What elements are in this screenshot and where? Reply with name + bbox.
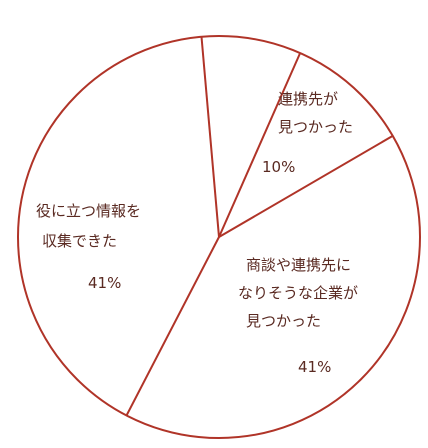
slice-3-label-line-2: 収集できた	[42, 232, 117, 250]
slice-divider-1	[218, 135, 394, 238]
slice-divider-top-right	[218, 52, 302, 238]
slice-1-label-line-2: 見つかった	[278, 118, 353, 136]
slice-3-label-line-1: 役に立つ情報を	[36, 202, 141, 220]
slice-2-label-line-3: 見つかった	[246, 312, 321, 330]
slice-2-label-line-1: 商談や連携先に	[246, 256, 351, 274]
slice-2-value-label: 41%	[298, 358, 331, 376]
slice-2-label-line-2: なりそうな企業が	[238, 284, 358, 302]
slice-1-value-label: 10%	[262, 158, 295, 176]
slice-1-label-line-1: 連携先が	[278, 90, 338, 108]
slice-divider-2	[125, 236, 220, 416]
slice-divider-top-left	[200, 36, 220, 238]
pie-outline	[17, 35, 421, 439]
slice-3-value-label: 41%	[88, 274, 121, 292]
